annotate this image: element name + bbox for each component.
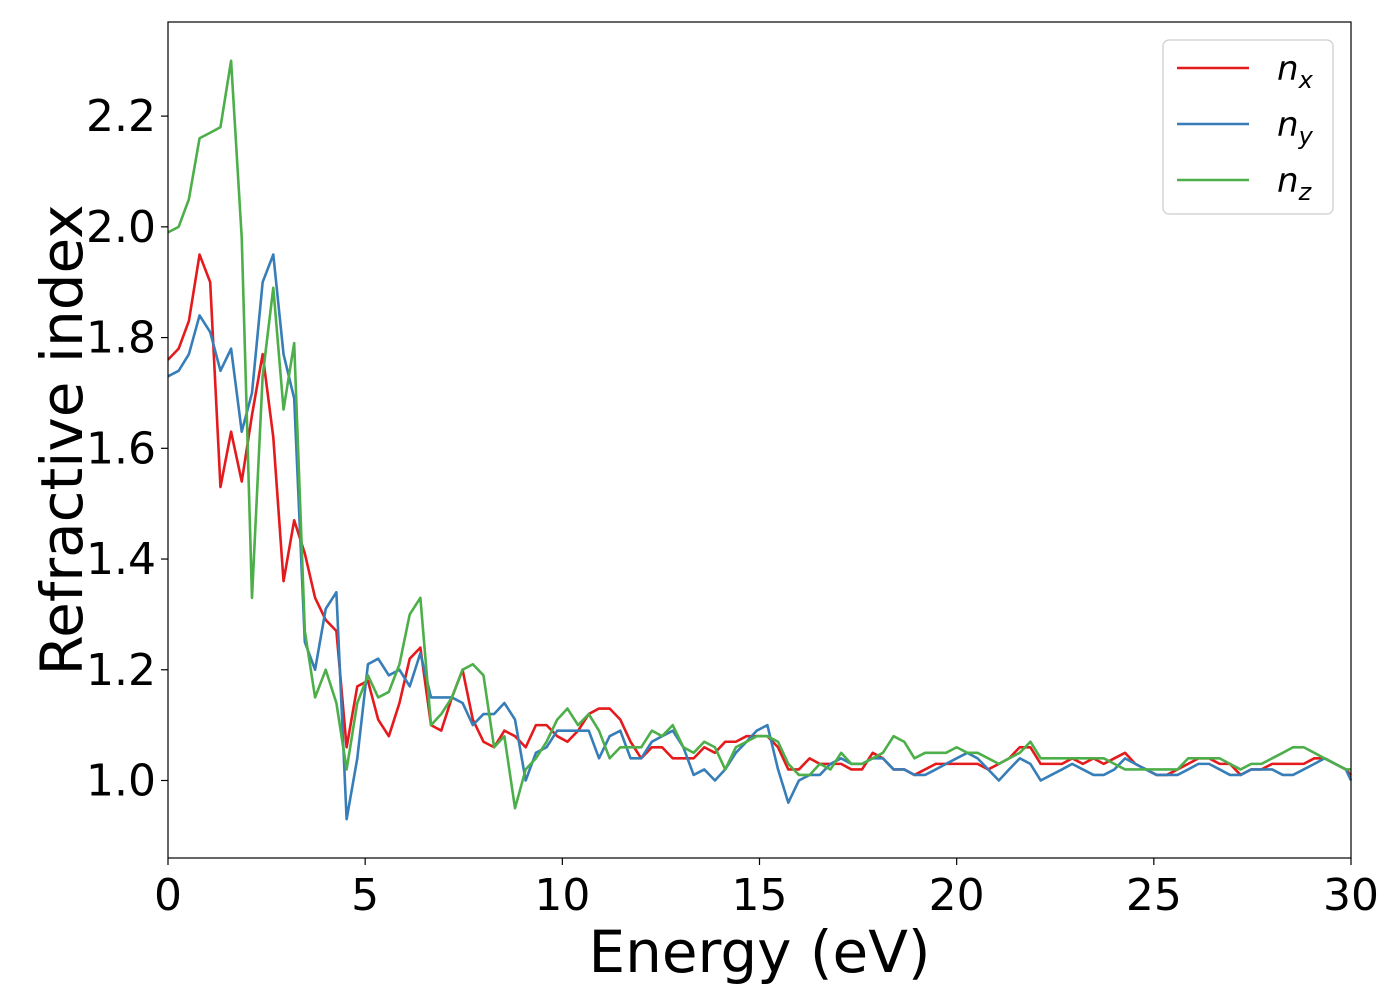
y-tick-label: 1.2 [86,645,156,696]
x-tick-label: 10 [534,870,590,921]
y-tick-label: 1.0 [86,755,156,806]
y-tick-label: 2.0 [86,202,156,253]
y-tick-label: 1.8 [86,313,156,364]
series-line-nz [167,59,1351,810]
x-tick-label: 15 [732,870,788,921]
x-tick-label: 30 [1323,870,1379,921]
x-axis: 0 5 10 15 20 25 30 [154,858,1379,921]
x-tick-label: 5 [351,870,379,921]
y-tick-label: 2.2 [86,91,156,142]
legend-box [1162,39,1334,215]
legend-label-nz: nz [1277,161,1313,206]
y-axis-label: Refractive index [28,204,96,675]
x-tick-label: 25 [1126,870,1182,921]
x-tick-label: 0 [154,870,182,921]
legend-label-ny: ny [1277,105,1314,150]
y-tick-label: 1.6 [86,423,156,474]
legend-label-nx: nx [1277,49,1314,94]
y-axis: 1.0 1.2 1.4 1.6 1.8 2.0 2.2 [86,91,168,806]
plot-lines [167,59,1353,821]
x-axis-label: Energy (eV) [588,918,930,986]
y-tick-label: 1.4 [86,534,156,585]
x-tick-label: 20 [929,870,985,921]
legend: nx ny nz [1162,39,1334,215]
